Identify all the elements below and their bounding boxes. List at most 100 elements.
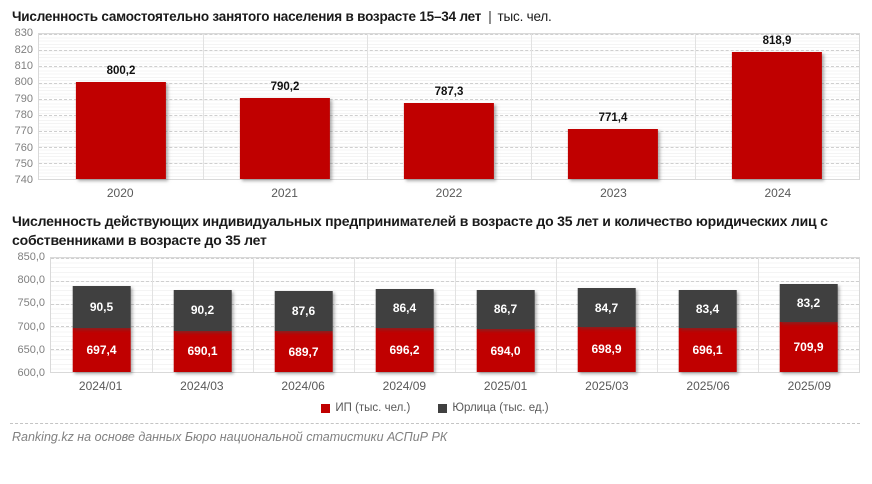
- bar-segment-value-label: 90,2: [190, 303, 215, 318]
- chart1-title-text: Численность самостоятельно занятого насе…: [12, 9, 482, 24]
- chart1-x-axis: 2020 2021 2022 2023 2024: [38, 183, 860, 200]
- bar-segment: 90,5: [72, 286, 131, 328]
- bar-segment: 689,7: [274, 331, 333, 372]
- y-axis-tick-label: 800: [14, 76, 33, 89]
- x-axis-category-label: 2025/01: [483, 379, 528, 393]
- major-gridline: [39, 98, 859, 100]
- x-axis-category-label: 2024: [764, 186, 792, 201]
- x-axis-category-label: 2022: [435, 186, 463, 201]
- chart1-y-axis: 830 820 810 800 790 780 770 760 750 740: [10, 27, 38, 186]
- stacked-bar: 698,9 84,7: [577, 258, 636, 372]
- bar: [75, 82, 167, 180]
- stacked-bar: 697,4 90,5: [72, 258, 131, 372]
- chart2-x-axis: 2024/01 2024/03 2024/06 2024/09 2025/01 2025/…: [50, 376, 860, 393]
- yurlica-series-label: Юрлица (тыс. ед.): [452, 402, 549, 414]
- bar-segment-value-label: 87,6: [291, 304, 316, 319]
- x-axis-category-label: 2024/01: [78, 379, 123, 393]
- source-attribution: Ranking.kz на основе данных Бюро национа…: [10, 423, 860, 444]
- bar-segment: 83,4: [678, 290, 737, 329]
- yurlica-series-swatch-icon: [438, 403, 448, 413]
- x-axis-category-label: 2024/09: [382, 379, 427, 393]
- bar-value-label: 771,4: [598, 111, 628, 124]
- bar-segment: 690,1: [173, 330, 232, 372]
- bar-value-label: 787,3: [434, 86, 464, 99]
- bar: [567, 128, 659, 180]
- x-axis-category-label: 2025/03: [585, 379, 629, 393]
- major-gridline: [39, 34, 859, 36]
- x-axis-category-label: 2025/06: [686, 379, 730, 393]
- bar-value-label: 800,2: [106, 65, 136, 78]
- ip-series-swatch-icon: [321, 403, 331, 413]
- chart1-plot-area: 800,2 790,2 787,3 771,4 818,9: [38, 33, 860, 181]
- category-separator: [695, 34, 696, 180]
- chart2-body: 850,0 800,0 750,0 700,0 650,0 600,0 697,4 90,5…: [10, 251, 860, 379]
- category-separator: [253, 258, 254, 372]
- bar-segment: 709,9: [779, 321, 838, 372]
- category-separator: [758, 258, 759, 372]
- bar-segment: 84,7: [577, 288, 636, 327]
- category-separator: [657, 258, 658, 372]
- bar-segment-value-label: 690,1: [187, 344, 218, 359]
- category-separator: [531, 34, 532, 180]
- y-axis-tick-label: 800,0: [17, 274, 45, 287]
- stacked-bar: 694,0 86,7: [476, 258, 535, 372]
- category-separator: [354, 258, 355, 372]
- x-axis-category-label: 2025/09: [787, 379, 832, 393]
- y-axis-tick-label: 740: [14, 174, 33, 187]
- major-gridline: [39, 50, 859, 52]
- category-separator: [203, 34, 204, 180]
- chart1-body: 830 820 810 800 790 780 770 760 750 740 800,2 790,…: [10, 27, 860, 186]
- chart2-title: Численность действующих индивидуальных п…: [12, 213, 828, 249]
- y-axis-tick-label: 700,0: [17, 320, 45, 333]
- major-gridline: [39, 66, 859, 68]
- chart2-y-axis: 850,0 800,0 750,0 700,0 650,0 600,0: [10, 251, 50, 379]
- bar: [731, 52, 823, 180]
- stacked-bar: 696,1 83,4: [678, 258, 737, 372]
- stacked-bar: 696,2 86,4: [375, 258, 434, 372]
- bar-segment-value-label: 709,9: [793, 339, 824, 354]
- chart2-plot-area: 697,4 90,5 690,1 90,2 689,7 87,6 696,2 86,4 694,…: [50, 257, 860, 373]
- bar-segment-value-label: 689,7: [288, 344, 319, 359]
- bar: [239, 98, 331, 180]
- y-axis-tick-label: 600,0: [17, 367, 45, 379]
- ip-series-label: ИП (тыс. чел.): [335, 402, 411, 414]
- category-separator: [556, 258, 557, 372]
- y-axis-tick-label: 650,0: [17, 343, 45, 356]
- bar-value-label: 818,9: [762, 35, 792, 48]
- y-axis-tick-label: 850,0: [17, 251, 45, 263]
- y-axis-tick-label: 750,0: [17, 297, 45, 310]
- y-axis-tick-label: 750: [14, 157, 33, 170]
- bar-segment-value-label: 694,0: [490, 343, 521, 358]
- y-axis-tick-label: 820: [14, 43, 33, 56]
- y-axis-tick-label: 830: [14, 27, 33, 40]
- chart2-legend: ИП (тыс. чел.) Юрлица (тыс. ед.): [10, 402, 860, 414]
- bar-segment: 86,4: [375, 288, 434, 329]
- bar-segment: 86,7: [476, 289, 535, 330]
- x-axis-category-label: 2023: [600, 186, 627, 201]
- legend-item-yurlica: Юрлица (тыс. ед.): [438, 402, 549, 414]
- x-axis-category-label: 2021: [271, 186, 298, 201]
- x-axis-category-label: 2020: [106, 186, 134, 201]
- category-separator: [367, 34, 368, 180]
- chart1-title-separator: |: [488, 9, 492, 24]
- major-gridline: [39, 82, 859, 84]
- bar-value-label: 790,2: [270, 81, 300, 94]
- stacked-bar: 709,9 83,2: [779, 258, 838, 372]
- bar-segment: 694,0: [476, 329, 535, 372]
- y-axis-tick-label: 790: [14, 92, 33, 105]
- x-axis-category-label: 2024/03: [180, 379, 224, 393]
- bar-segment-value-label: 90,5: [89, 299, 114, 314]
- stacked-bar: 690,1 90,2: [173, 258, 232, 372]
- y-axis-tick-label: 760: [14, 141, 33, 154]
- self-employed-chart: Численность самостоятельно занятого насе…: [10, 8, 860, 200]
- chart1-title: Численность самостоятельно занятого насе…: [10, 8, 860, 26]
- bar-segment: 87,6: [274, 291, 333, 332]
- bar-segment: 90,2: [173, 289, 232, 331]
- y-axis-tick-label: 810: [14, 59, 33, 72]
- category-separator: [152, 258, 153, 372]
- category-separator: [455, 258, 456, 372]
- x-axis-category-label: 2024/06: [281, 379, 325, 393]
- chart1-unit-label: тыс. чел.: [497, 9, 552, 24]
- entrepreneurs-chart: Численность действующих индивидуальных п…: [10, 212, 860, 414]
